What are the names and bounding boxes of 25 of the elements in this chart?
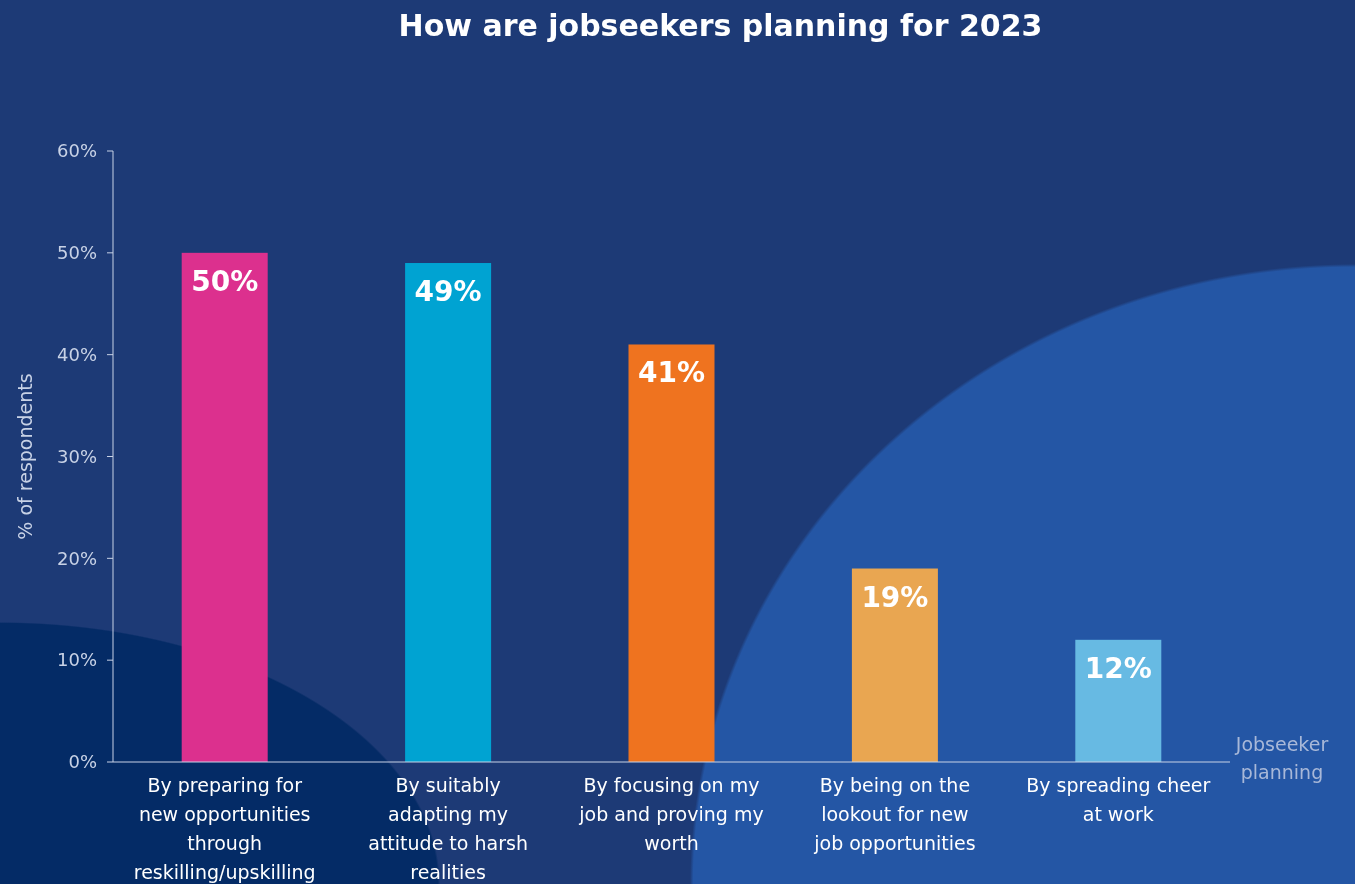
data-label: 12% (1084, 651, 1152, 685)
y-tick-label: 0% (68, 751, 97, 773)
bar (1075, 639, 1162, 762)
y-tick-label: 30% (56, 445, 97, 467)
data-label: 49% (414, 275, 482, 309)
y-tick-label: 50% (56, 242, 97, 264)
chart-title: How are jobseekers planning for 2023 (398, 8, 1043, 43)
y-tick-label: 40% (56, 343, 97, 365)
bar (628, 344, 715, 762)
x-axis-title: Jobseeker planning (1234, 733, 1329, 783)
x-tick-label: By being on the lookout for new job opportunities (813, 774, 976, 854)
x-tick-label: By spreading cheer at work (1026, 774, 1211, 825)
x-tick-label: By focusing on my job and proving my worth (578, 774, 764, 854)
data-label: 50% (191, 264, 259, 298)
data-label: 19% (861, 580, 929, 614)
y-tick-label: 20% (56, 547, 97, 569)
bar (405, 263, 492, 762)
y-tick-label: 60% (56, 140, 97, 162)
data-label: 41% (637, 356, 706, 390)
bar (181, 252, 268, 762)
x-tick-label: By suitably adapting my attitude to harsh realities (368, 774, 528, 883)
y-axis-title: % of respondents (14, 373, 36, 540)
bar (851, 568, 938, 762)
y-tick-label: 10% (56, 649, 97, 671)
x-tick-label: By preparing for new opportunities through reskilling/upskilling (133, 774, 316, 883)
